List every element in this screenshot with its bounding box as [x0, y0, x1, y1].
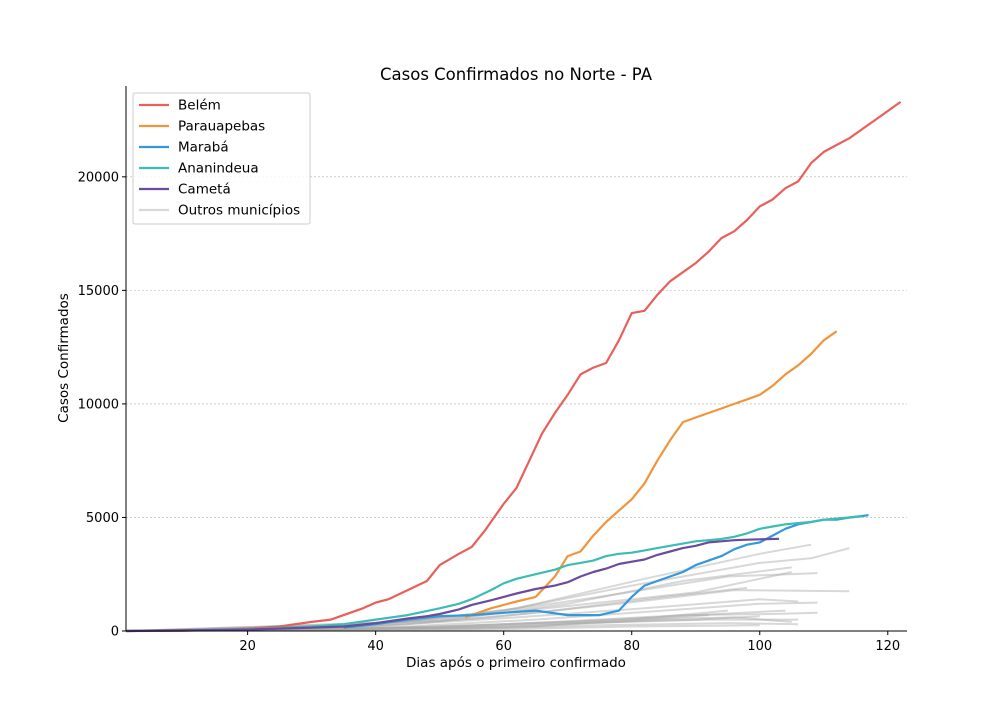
series-line-1: [464, 330, 838, 619]
y-tick-label: 0: [111, 625, 119, 640]
other-municipality-line: [125, 614, 709, 632]
other-municipality-line: [125, 615, 760, 632]
legend-frame: [132, 92, 311, 225]
y-ticks: 0 5000 10000 15000 20000: [78, 170, 126, 640]
legend: Belém Parauapebas Marabá Ananindeua Cametá Ou…: [132, 92, 311, 225]
gridlines: [126, 176, 907, 518]
x-tick-label: 60: [495, 639, 512, 654]
x-tick-label: 20: [239, 639, 256, 654]
x-tick-label: 100: [747, 639, 772, 654]
other-municipality-line: [125, 609, 728, 632]
legend-label: Ananindeua: [178, 161, 259, 177]
other-municipality-line: [125, 616, 792, 632]
legend-label: Cametá: [178, 182, 231, 198]
series-line-3: [125, 515, 863, 633]
series-line-0: [125, 101, 902, 633]
x-tick-label: 40: [367, 639, 384, 654]
x-ticks: 20 40 60 80 100 120: [239, 631, 900, 654]
y-tick-label: 10000: [78, 397, 119, 412]
other-municipality-line: [125, 611, 818, 632]
other-municipality-line: [125, 618, 799, 632]
y-tick-label: 5000: [86, 511, 119, 526]
x-tick-label: 120: [875, 639, 900, 654]
legend-label: Outros municípios: [178, 203, 300, 219]
series-lines: [125, 101, 902, 633]
other-municipalities-lines: [125, 543, 850, 632]
legend-label: Belém: [178, 98, 221, 114]
y-tick-label: 20000: [78, 170, 119, 185]
x-tick-label: 80: [623, 639, 640, 654]
y-tick-label: 15000: [78, 284, 119, 299]
x-axis-label: Dias após o primeiro confirmado: [406, 655, 626, 671]
other-municipality-line: [125, 624, 760, 632]
legend-label: Marabá: [178, 140, 229, 156]
series-line-4: [125, 537, 780, 633]
chart-title: Casos Confirmados no Norte - PA: [380, 65, 653, 84]
legend-label: Parauapebas: [178, 119, 265, 135]
other-municipality-line: [125, 543, 812, 632]
other-municipality-line: [125, 622, 799, 632]
y-axis-label: Casos Confirmados: [56, 293, 72, 423]
